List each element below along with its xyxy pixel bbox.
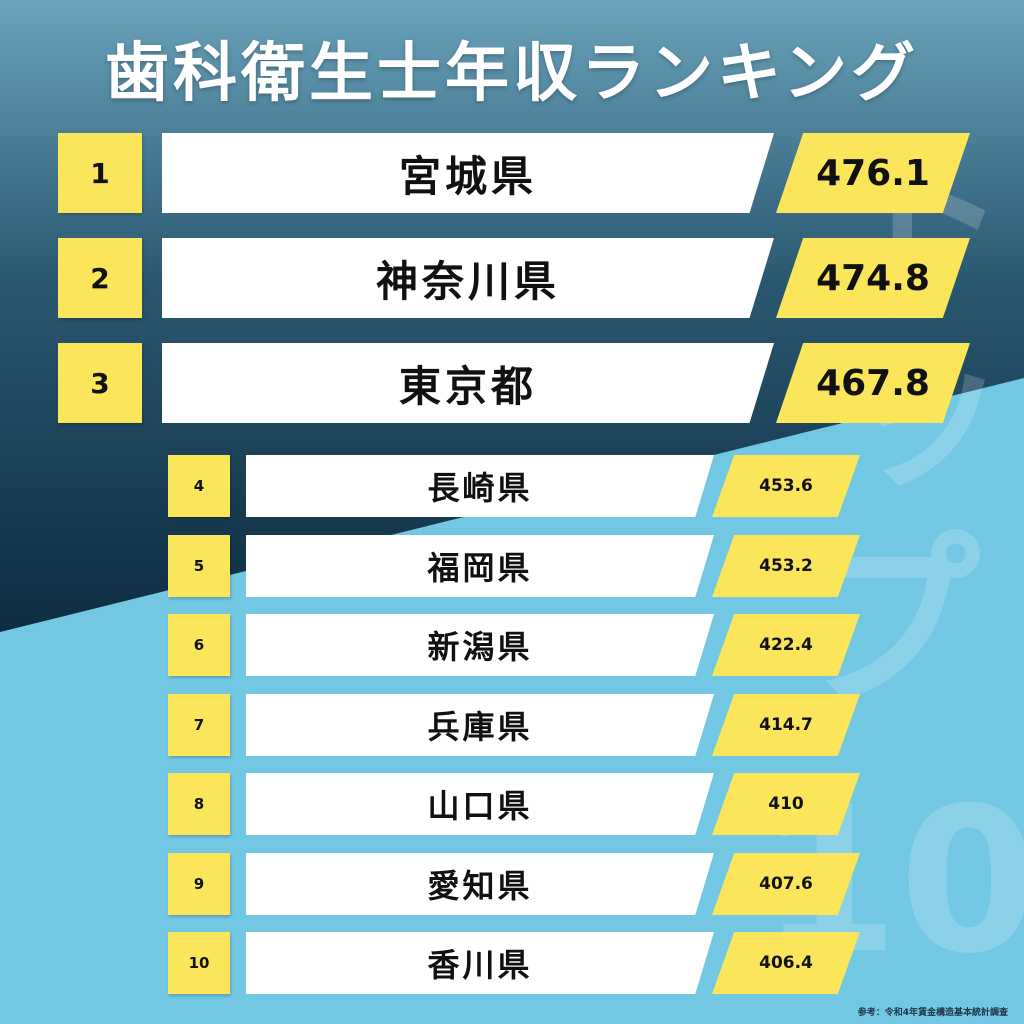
prefecture-name: 山口県	[246, 773, 714, 835]
salary-value: 467.8	[776, 343, 970, 423]
salary-value: 406.4	[712, 932, 860, 994]
rank-badge: 4	[168, 455, 230, 517]
prefecture-name: 新潟県	[246, 614, 714, 676]
rank-badge: 6	[168, 614, 230, 676]
rank-badge: 3	[58, 343, 142, 423]
salary-value: 422.4	[712, 614, 860, 676]
prefecture-name: 長崎県	[246, 455, 714, 517]
salary-value: 407.6	[712, 853, 860, 915]
rank-badge: 2	[58, 238, 142, 318]
salary-value: 410	[712, 773, 860, 835]
rank-badge: 1	[58, 133, 142, 213]
salary-value: 414.7	[712, 694, 860, 756]
prefecture-name: 東京都	[162, 343, 774, 423]
salary-value: 476.1	[776, 133, 970, 213]
prefecture-name: 香川県	[246, 932, 714, 994]
rank-badge: 10	[168, 932, 230, 994]
source-note: 参考：令和4年賃金構造基本統計調査	[857, 1008, 1008, 1018]
rank-badge: 8	[168, 773, 230, 835]
salary-value: 453.2	[712, 535, 860, 597]
prefecture-name: 福岡県	[246, 535, 714, 597]
salary-value: 453.6	[712, 455, 860, 517]
prefecture-name: 神奈川県	[162, 238, 774, 318]
rank-badge: 9	[168, 853, 230, 915]
page-title: 歯科衛生士年収ランキング	[104, 37, 920, 111]
prefecture-name: 愛知県	[246, 853, 714, 915]
prefecture-name: 宮城県	[162, 133, 774, 213]
rank-badge: 7	[168, 694, 230, 756]
prefecture-name: 兵庫県	[246, 694, 714, 756]
salary-value: 474.8	[776, 238, 970, 318]
rank-badge: 5	[168, 535, 230, 597]
